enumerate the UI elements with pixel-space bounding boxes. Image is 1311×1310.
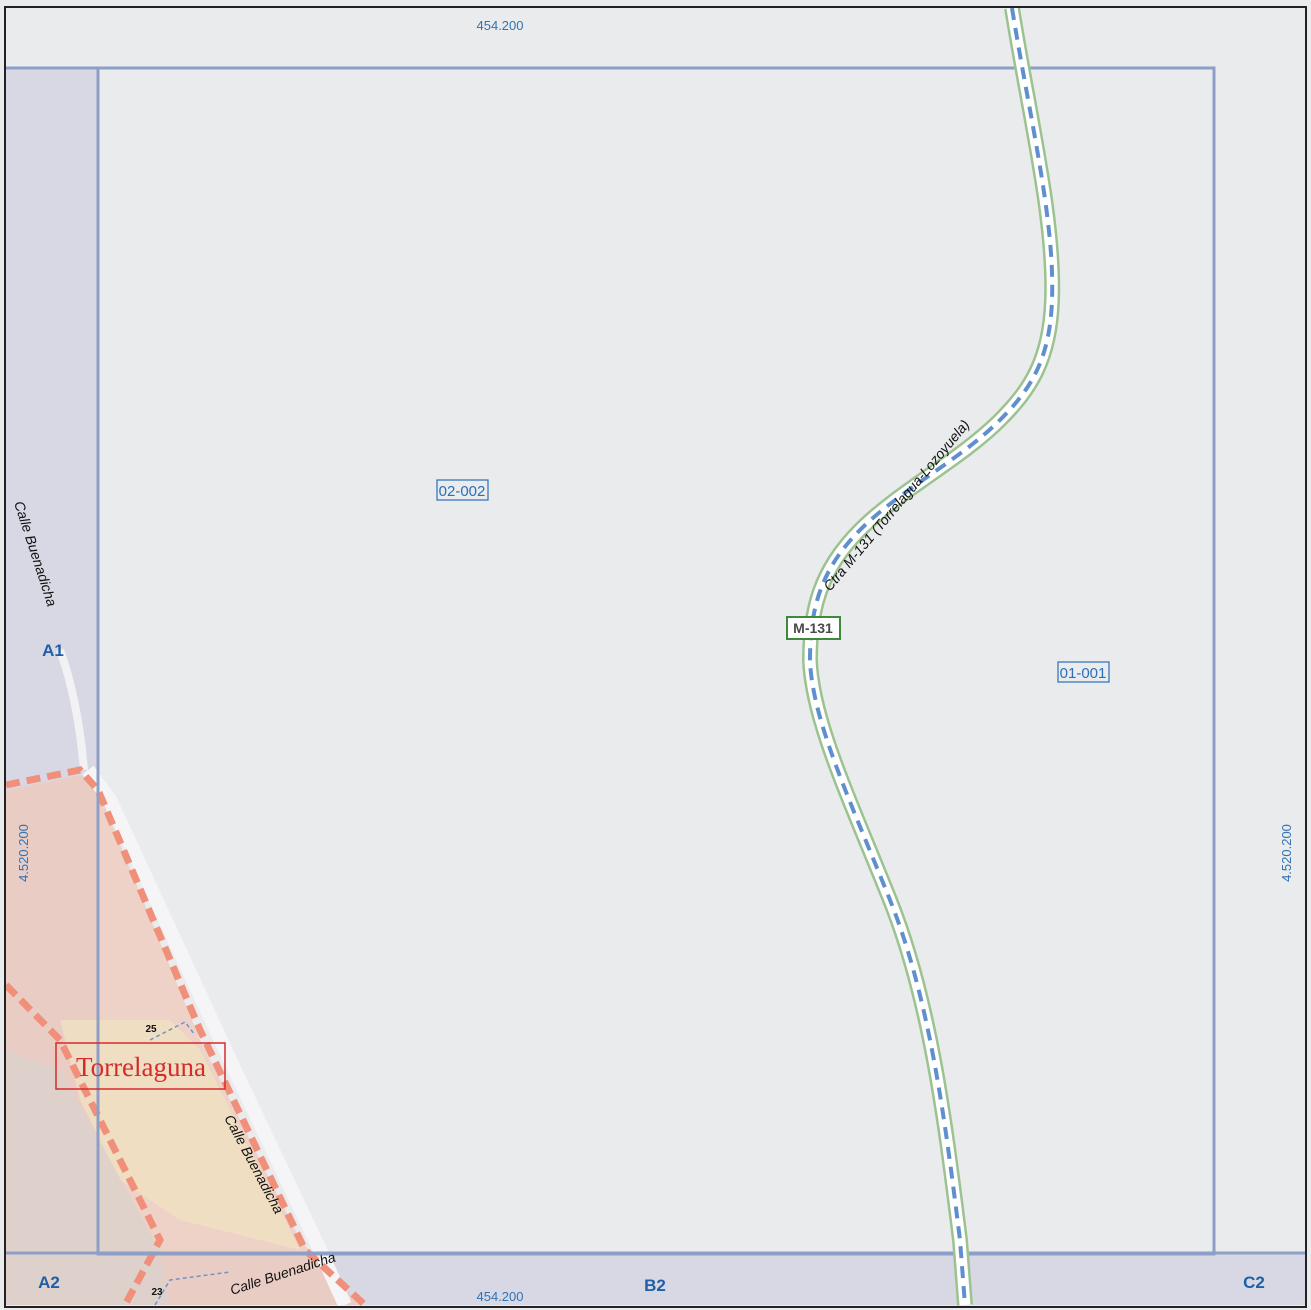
grid-cell-a1[interactable]: A1: [42, 641, 64, 660]
urban-lower-fill: [6, 1050, 170, 1305]
grid-cell-c2[interactable]: C2: [1243, 1273, 1265, 1292]
parcel-box-02-002: [436, 479, 489, 501]
road-badge-box: [786, 616, 841, 640]
town-label-box: [55, 1042, 226, 1090]
easting-label-top: 454.200: [477, 18, 524, 33]
street-strip-upper: [56, 648, 88, 771]
parcel-box-01-001: [1057, 661, 1110, 683]
easting-label-bottom: 454.200: [477, 1289, 524, 1304]
grid-cell-a2[interactable]: A2: [38, 1273, 60, 1292]
parcel-label-02-002[interactable]: 02-002: [439, 483, 486, 500]
cadastral-dotted-line: [149, 1021, 231, 1306]
boundary-line-main: [5, 766, 368, 1308]
road-badge-m131[interactable]: M-131: [793, 620, 833, 636]
urban-yellow-fill: [60, 1020, 300, 1250]
house-number-25: 25: [145, 1024, 157, 1035]
northing-label-left: 4.520.200: [16, 824, 31, 882]
boundary-line-lower: [3, 982, 164, 1307]
grid-cell-b2[interactable]: B2: [644, 1276, 666, 1295]
house-number-23: 23: [151, 1287, 163, 1298]
parcel-label-01-001[interactable]: 01-001: [1060, 665, 1107, 682]
town-label[interactable]: Torrelaguna: [76, 1052, 206, 1082]
road-m131-centerline: [807, 7, 1055, 1306]
northing-label-right: 4.520.200: [1279, 824, 1294, 882]
map-border: [4, 6, 1307, 1308]
